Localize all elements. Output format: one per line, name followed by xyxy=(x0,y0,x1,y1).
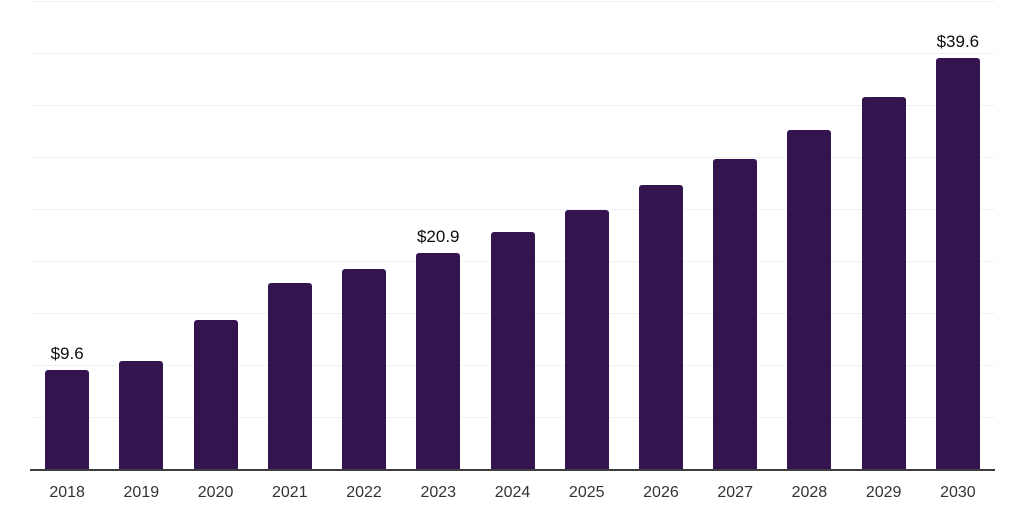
bar-value-label-2018: $9.6 xyxy=(50,344,84,364)
x-tick-label-2018: 2018 xyxy=(49,484,85,501)
x-tick-label-2027: 2027 xyxy=(717,484,753,501)
gridline-40 xyxy=(30,53,995,54)
bar-2028 xyxy=(787,129,832,470)
x-tick-label-2029: 2029 xyxy=(865,484,902,501)
bar-2029 xyxy=(861,96,906,470)
bar-2022 xyxy=(342,269,387,470)
x-tick-label-2028: 2028 xyxy=(791,484,828,501)
x-tick-label-2021: 2021 xyxy=(272,484,308,501)
x-tick-label-2019: 2019 xyxy=(123,484,160,501)
bar-2026 xyxy=(638,185,683,470)
bar-value-label-2030: $39.6 xyxy=(936,32,980,52)
x-tick-label-2030: 2030 xyxy=(940,484,976,501)
gridline-30 xyxy=(30,157,995,158)
x-tick-label-2020: 2020 xyxy=(197,484,234,501)
bar-2030 xyxy=(935,58,980,470)
plot-area: $9.6 $20.9 $39.6 xyxy=(30,0,995,470)
x-tick-label-2026: 2026 xyxy=(643,484,679,501)
x-axis-line xyxy=(30,469,995,471)
bar-value-label-2023: $20.9 xyxy=(416,226,460,246)
gridline-35 xyxy=(30,105,995,106)
bar-2021 xyxy=(267,282,312,470)
gridline-45 xyxy=(30,1,995,2)
x-tick-label-2024: 2024 xyxy=(494,484,531,501)
x-tick-label-2022: 2022 xyxy=(346,484,382,501)
bar-2024 xyxy=(490,231,535,470)
bar-2027 xyxy=(713,159,758,470)
bar-2025 xyxy=(564,210,609,470)
bar-2018 xyxy=(45,370,90,470)
bar-2019 xyxy=(119,360,164,470)
x-tick-label-2025: 2025 xyxy=(568,484,605,501)
gridline-25 xyxy=(30,209,995,210)
x-axis-tick-labels: 2018 2019 2020 2021 2022 2023 2024 2025 2026 2027… xyxy=(30,483,995,505)
x-tick-label-2023: 2023 xyxy=(420,484,457,501)
bar-2020 xyxy=(193,320,238,470)
bar-2023 xyxy=(416,252,461,470)
